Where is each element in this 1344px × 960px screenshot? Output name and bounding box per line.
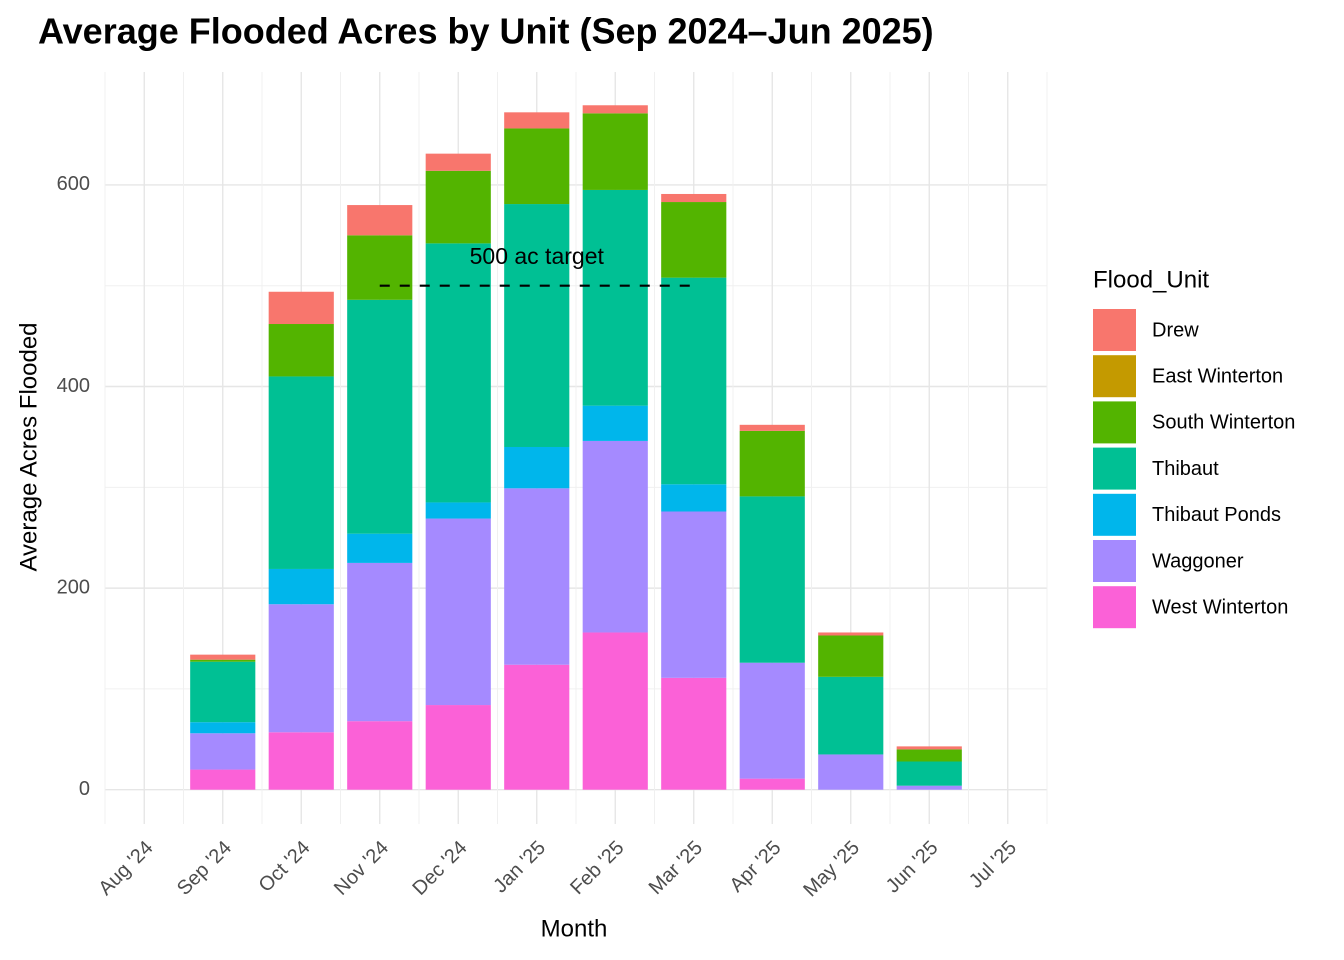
legend-label: West Winterton [1152,596,1288,618]
bar-segment [347,533,413,563]
x-tick-label: Aug '24 [94,837,157,900]
bar-segment [268,732,334,790]
bar-segment [661,677,727,790]
legend-title: Flood_Unit [1093,266,1209,293]
bar-segment [190,722,256,734]
legend-key [1093,447,1136,490]
bar-segment [347,205,413,236]
bar-segment [739,430,805,497]
bar-segment [739,496,805,663]
bar-segment [739,424,805,431]
bar-segment [818,632,884,636]
bar-segment [425,170,491,244]
y-tick-label: 0 [79,778,90,800]
bar-segment [190,661,256,723]
legend-key [1093,309,1136,351]
y-tick-label: 200 [57,576,90,598]
bar-segment [190,769,256,790]
legend-label: East Winterton [1152,365,1283,387]
x-tick-label: Apr '25 [726,837,786,897]
bar-segment [190,659,256,662]
y-axis-title: Average Acres Flooded [15,322,42,571]
legend-key [1093,401,1136,444]
bar-segment [190,733,256,770]
x-tick-label: Sep '24 [173,837,236,900]
bar-segment [661,277,727,485]
x-tick-label: Nov '24 [330,837,393,900]
y-tick-label: 600 [57,173,90,195]
bar-segment [582,105,648,114]
legend-label: Thibaut Ponds [1152,504,1281,526]
x-tick-label: Oct '24 [255,837,315,897]
bar-segment [347,299,413,534]
bar-segment [347,721,413,790]
bar-segment [582,189,648,406]
legend-key [1093,493,1136,536]
bar-segment [661,484,727,512]
bar-segment [661,193,727,203]
bar-segment [425,518,491,706]
x-tick-label: Mar '25 [645,837,707,899]
bar-segment [896,785,962,790]
bar-segment [896,746,962,750]
bar-segment [425,243,491,503]
x-tick-label: Jan '25 [489,837,550,898]
legend-key [1093,355,1136,398]
bar-segment [347,562,413,722]
bar-segment [818,635,884,677]
annotation-label: 500 ac target [470,243,605,269]
x-tick-label: Feb '25 [566,837,628,899]
x-axis-title: Month [541,915,608,942]
bar-segment [268,291,334,325]
x-tick-label: May '25 [799,837,864,902]
bar-segment [661,202,727,278]
bar-segment [504,128,570,205]
bar-segment [818,676,884,755]
bar-segment [818,754,884,790]
bar-segment [739,778,805,790]
x-tick-label: Jun '25 [882,837,943,898]
x-tick-label: Jul '25 [965,837,1021,893]
bar-segment [504,446,570,489]
bar-segment [582,113,648,190]
bar-segment [504,112,570,129]
bar-segment [582,632,648,790]
bar-segment [504,664,570,790]
legend-label: South Winterton [1152,412,1295,434]
bar-segment [425,705,491,790]
bar-segment [739,662,805,779]
bar-segment [347,235,413,300]
legend-key [1093,586,1136,629]
legend-label: Thibaut [1152,458,1219,480]
bar-segment [504,488,570,665]
bar-segment [425,153,491,171]
legend-key [1093,540,1136,582]
legend-label: Waggoner [1152,550,1244,572]
y-tick-label: 400 [57,375,90,397]
bar-segment [504,204,570,447]
bar-segment [896,761,962,786]
chart-title: Average Flooded Acres by Unit (Sep 2024–… [38,11,934,52]
x-tick-label: Dec '24 [408,837,471,900]
bar-segment [190,654,256,660]
bar-segment [661,511,727,678]
bar-segment [268,324,334,377]
bar-segment [582,405,648,441]
bar-segment [268,568,334,605]
bar-segment [268,604,334,733]
bar-segment [268,376,334,569]
bar-segment [896,749,962,762]
bar-segment [425,502,491,519]
bar-segment [582,440,648,633]
legend-label: Drew [1152,319,1199,341]
